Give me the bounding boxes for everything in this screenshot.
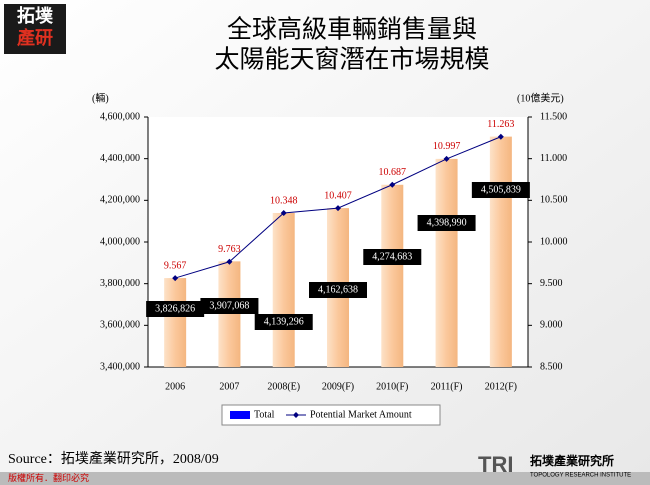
point [280,210,287,216]
value-label-box [471,182,530,198]
value-label: 3,907,068 [209,300,249,311]
value-label: 11.263 [487,119,514,130]
value-label-box [254,314,313,330]
y-tick-label: 4,200,000 [100,195,140,206]
value-label-box [200,298,259,314]
value-label: 4,398,990 [427,217,467,228]
y2-tick-label: 10.000 [540,236,568,247]
brand: TRI [478,452,513,477]
value-label: 4,139,296 [264,316,304,327]
legend-label: Potential Market Amount [310,409,412,420]
x-tick-label: 2009(F) [322,381,354,392]
point [443,155,450,162]
value-label: 10.687 [379,167,407,178]
x-tick-label: 2008(E) [267,381,300,392]
y-tick-label: 3,400,000 [100,361,140,372]
value-label-box [146,301,205,317]
bar [435,158,458,367]
point [335,205,341,212]
y2-tick-label: 8.500 [540,361,563,372]
x-tick-label: 2010(F) [376,381,408,392]
value-label-box [363,249,422,265]
footer-band [0,472,650,485]
value-label: 10.407 [324,190,352,201]
value-label: 9.763 [218,244,241,255]
x-tick-label: 2006 [165,381,185,392]
y-tick-label: 4,600,000 [100,111,140,122]
bar [272,212,295,367]
institute: 拓墣產業研究所 [530,453,614,468]
y-tick-label: 3,600,000 [100,320,140,331]
y2-tick-label: 11.500 [540,111,567,122]
bar [381,184,404,367]
chart-title: 全球高級車輛銷售量與 [227,16,477,44]
institute-en: TOPOLOGY RESEARCH INSTITUTE [530,473,631,479]
value-label-box [417,215,476,231]
x-tick-label: 2011(F) [431,381,463,392]
bar [164,278,187,367]
y2-axis-label: (10億美元) [517,91,564,104]
value-label: 3,826,826 [155,303,195,314]
value-label: 4,274,683 [372,251,412,262]
y-axis-label: (輛) [92,91,109,104]
point [172,275,179,282]
point [389,181,396,188]
chart-title: 太陽能天窗潛在市場規模 [214,46,489,74]
legend-label: Total [254,409,275,420]
value-label: 9.567 [164,260,187,271]
value-label: 4,162,638 [318,284,358,295]
source: Source：拓墣產業研究所，2008/09 [8,450,219,467]
y2-tick-label: 11.000 [540,153,567,164]
legend-marker [293,412,299,418]
y-tick-label: 4,000,000 [100,236,140,247]
value-label: 10.348 [270,195,298,206]
copyright: 版權所有．翻印必究 [8,472,89,483]
y2-tick-label: 9.500 [540,278,563,289]
value-label: 10.997 [433,141,461,152]
y2-tick-label: 9.000 [540,320,563,331]
bar [489,136,512,367]
y-tick-label: 4,400,000 [100,153,140,164]
point [497,133,504,140]
legend-box [221,404,441,426]
y2-tick-label: 10.500 [540,195,568,206]
legend-swatch [230,411,250,419]
logo-text: 拓墣 [17,5,53,26]
point [226,258,233,265]
y-tick-label: 3,800,000 [100,278,140,289]
logo-text: 產研 [17,27,53,48]
value-label: 4,505,839 [481,184,521,195]
value-label-box [309,282,367,298]
bar [218,261,241,367]
logo-box [4,4,66,54]
x-tick-label: 2012(F) [485,381,517,392]
x-tick-label: 2007 [219,381,239,392]
